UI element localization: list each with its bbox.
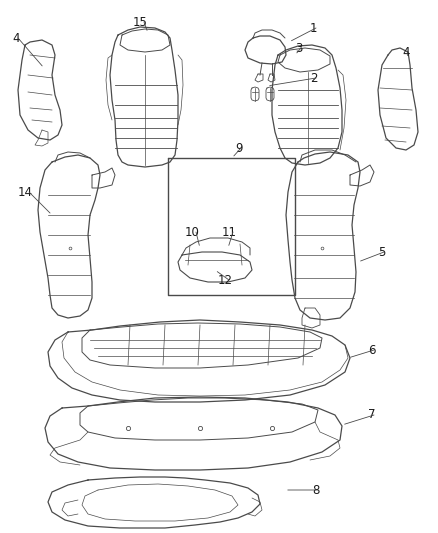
Text: 6: 6: [368, 343, 375, 357]
Text: 12: 12: [218, 273, 233, 287]
Text: 8: 8: [312, 483, 319, 497]
Text: 14: 14: [18, 185, 33, 198]
Text: 3: 3: [295, 42, 302, 54]
Text: 10: 10: [185, 225, 200, 238]
Text: 5: 5: [378, 246, 385, 259]
Text: 11: 11: [222, 225, 237, 238]
Text: 4: 4: [12, 31, 20, 44]
Text: 2: 2: [310, 71, 318, 85]
Text: 1: 1: [310, 21, 318, 35]
Text: 15: 15: [133, 15, 148, 28]
Text: 9: 9: [235, 141, 243, 155]
Text: 4: 4: [402, 45, 410, 59]
Text: 7: 7: [368, 408, 375, 422]
